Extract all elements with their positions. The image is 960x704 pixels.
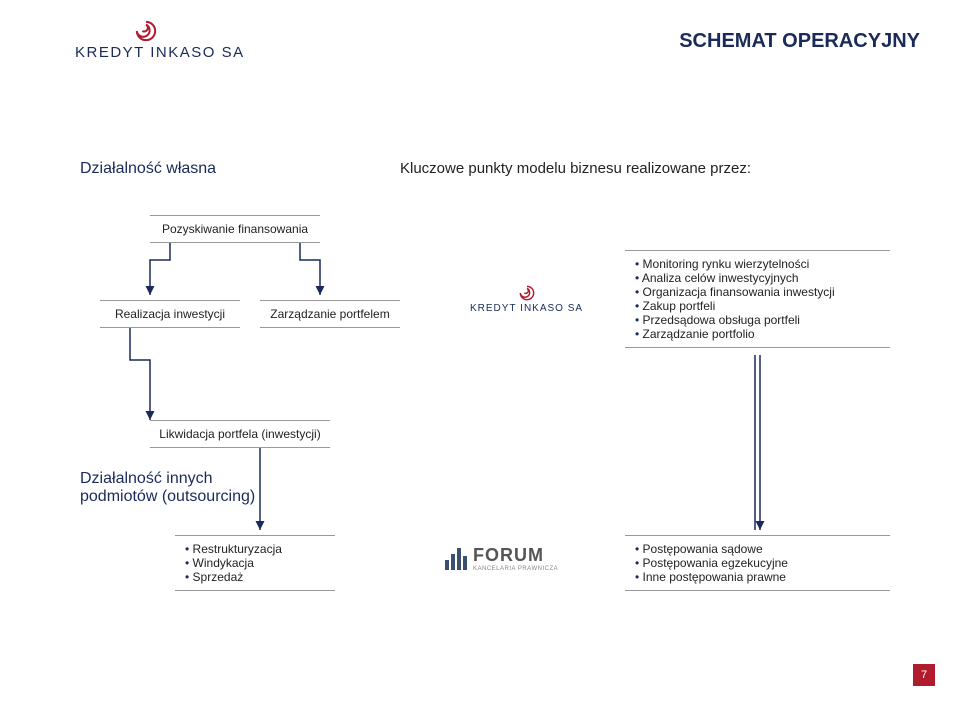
- box-pozyskiwanie: Pozyskiwanie finansowania: [150, 215, 320, 243]
- forum-logo: FORUM KANCELARIA PRAWNICZA: [445, 545, 558, 572]
- forum-bullet: Postępowania egzekucyjne: [635, 556, 880, 570]
- ki-bullet: Monitoring rynku wierzytelności: [635, 257, 880, 271]
- brand-name-small: KREDYT INKASO SA: [470, 303, 583, 314]
- ki-bullet: Zakup portfeli: [635, 299, 880, 313]
- flow-arrows: [0, 0, 960, 704]
- swirl-icon: [519, 285, 535, 301]
- slide-title: SCHEMAT OPERACYJNY: [679, 30, 920, 53]
- page-number: 7: [913, 664, 935, 686]
- box-zarzadzanie: Zarządzanie portfelem: [260, 300, 400, 328]
- forum-bars-icon: [445, 548, 467, 570]
- forum-name: FORUM: [473, 545, 558, 566]
- ki-bullet: Przedsądowa obsługa portfeli: [635, 313, 880, 327]
- restr-bullet: Sprzedaż: [185, 570, 325, 584]
- brand-name: KREDYT INKASO SA: [75, 44, 245, 61]
- key-points-heading: Kluczowe punkty modelu biznesu realizowa…: [400, 160, 751, 177]
- restr-bullet: Restrukturyzacja: [185, 542, 325, 556]
- forum-bullet: Inne postępowania prawne: [635, 570, 880, 584]
- section-outsourcing: Działalność innych podmiotów (outsourcin…: [80, 470, 260, 506]
- brand-logo: KREDYT INKASO SA: [75, 20, 245, 61]
- ki-bullet: Organizacja finansowania inwestycji: [635, 285, 880, 299]
- box-likwidacja: Likwidacja portfela (inwestycji): [150, 420, 330, 448]
- ki-bullet: Analiza celów inwestycyjnych: [635, 271, 880, 285]
- ki-bullets: Monitoring rynku wierzytelności Analiza …: [625, 250, 890, 348]
- forum-bullet: Postępowania sądowe: [635, 542, 880, 556]
- forum-sub: KANCELARIA PRAWNICZA: [473, 566, 558, 572]
- restr-bullets: Restrukturyzacja Windykacja Sprzedaż: [175, 535, 335, 591]
- swirl-icon: [135, 20, 157, 42]
- forum-bullets: Postępowania sądowe Postępowania egzekuc…: [625, 535, 890, 591]
- outsourcing-label: Działalność innych podmiotów (outsourcin…: [80, 470, 255, 505]
- brand-logo-small: KREDYT INKASO SA: [470, 285, 583, 314]
- restr-bullet: Windykacja: [185, 556, 325, 570]
- box-realizacja: Realizacja inwestycji: [100, 300, 240, 328]
- section-own: Działalność własna: [80, 160, 216, 178]
- ki-bullet: Zarządzanie portfolio: [635, 327, 880, 341]
